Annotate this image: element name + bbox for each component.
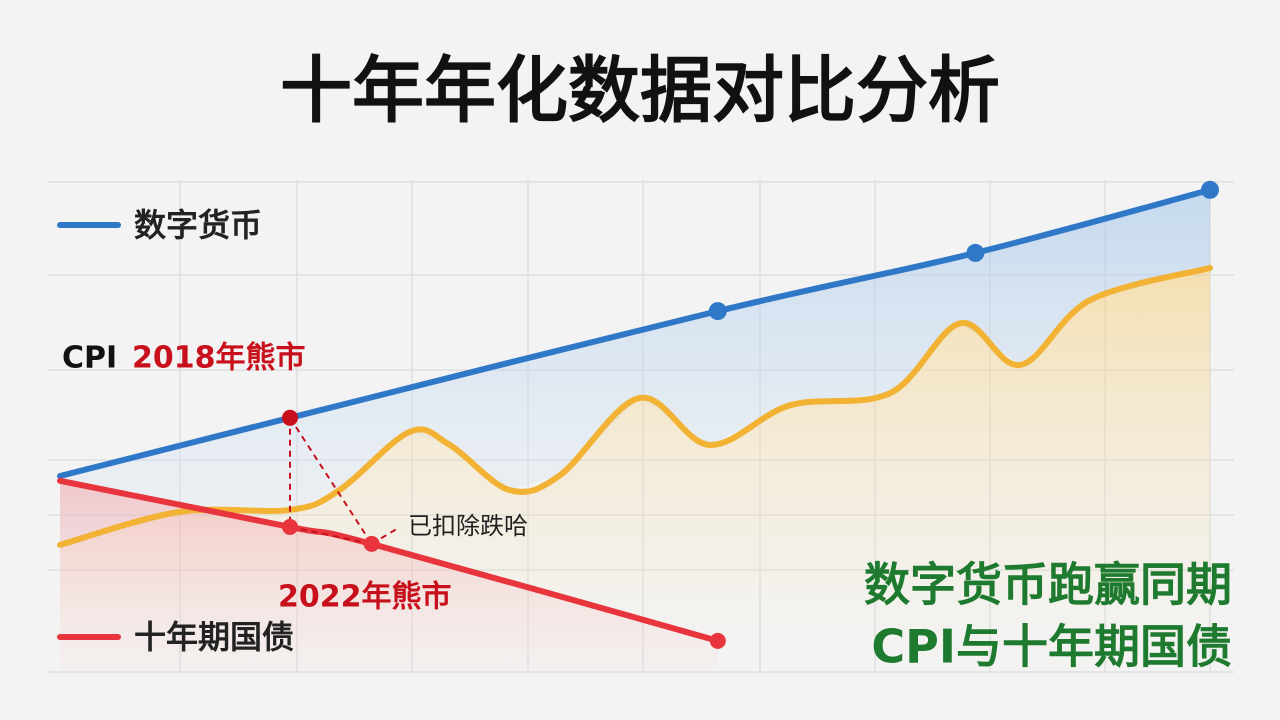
series-line — [57, 477, 721, 644]
point-marker — [709, 632, 726, 649]
annotation: 2022年熊市 — [278, 580, 452, 615]
point-marker — [966, 243, 985, 262]
area-fill — [60, 189, 1210, 545]
callout: CPI与十年期国债 — [871, 620, 1232, 674]
annotation: 已扣除跌哈 — [408, 512, 528, 540]
point-marker — [363, 535, 380, 552]
annotation: 2018年熊市 — [132, 341, 306, 376]
annotation-leader — [289, 417, 373, 545]
areas — [60, 189, 1210, 670]
point-marker — [282, 409, 298, 426]
series-line — [57, 186, 1213, 479]
callout: 数字货币跑赢同期 — [864, 558, 1232, 612]
legend-label: 十年期国债 — [134, 618, 294, 656]
area-fill — [60, 480, 718, 670]
lines — [57, 180, 1219, 649]
legend-label: 数字货币 — [134, 206, 262, 244]
annotation-leader — [289, 525, 372, 545]
legend-label: CPI — [62, 341, 117, 376]
chart-title: 十年年化数据对比分析 — [280, 49, 1000, 133]
series-line — [57, 264, 1213, 548]
point-marker — [708, 302, 727, 321]
point-marker — [282, 518, 298, 535]
point-marker — [1201, 180, 1219, 199]
